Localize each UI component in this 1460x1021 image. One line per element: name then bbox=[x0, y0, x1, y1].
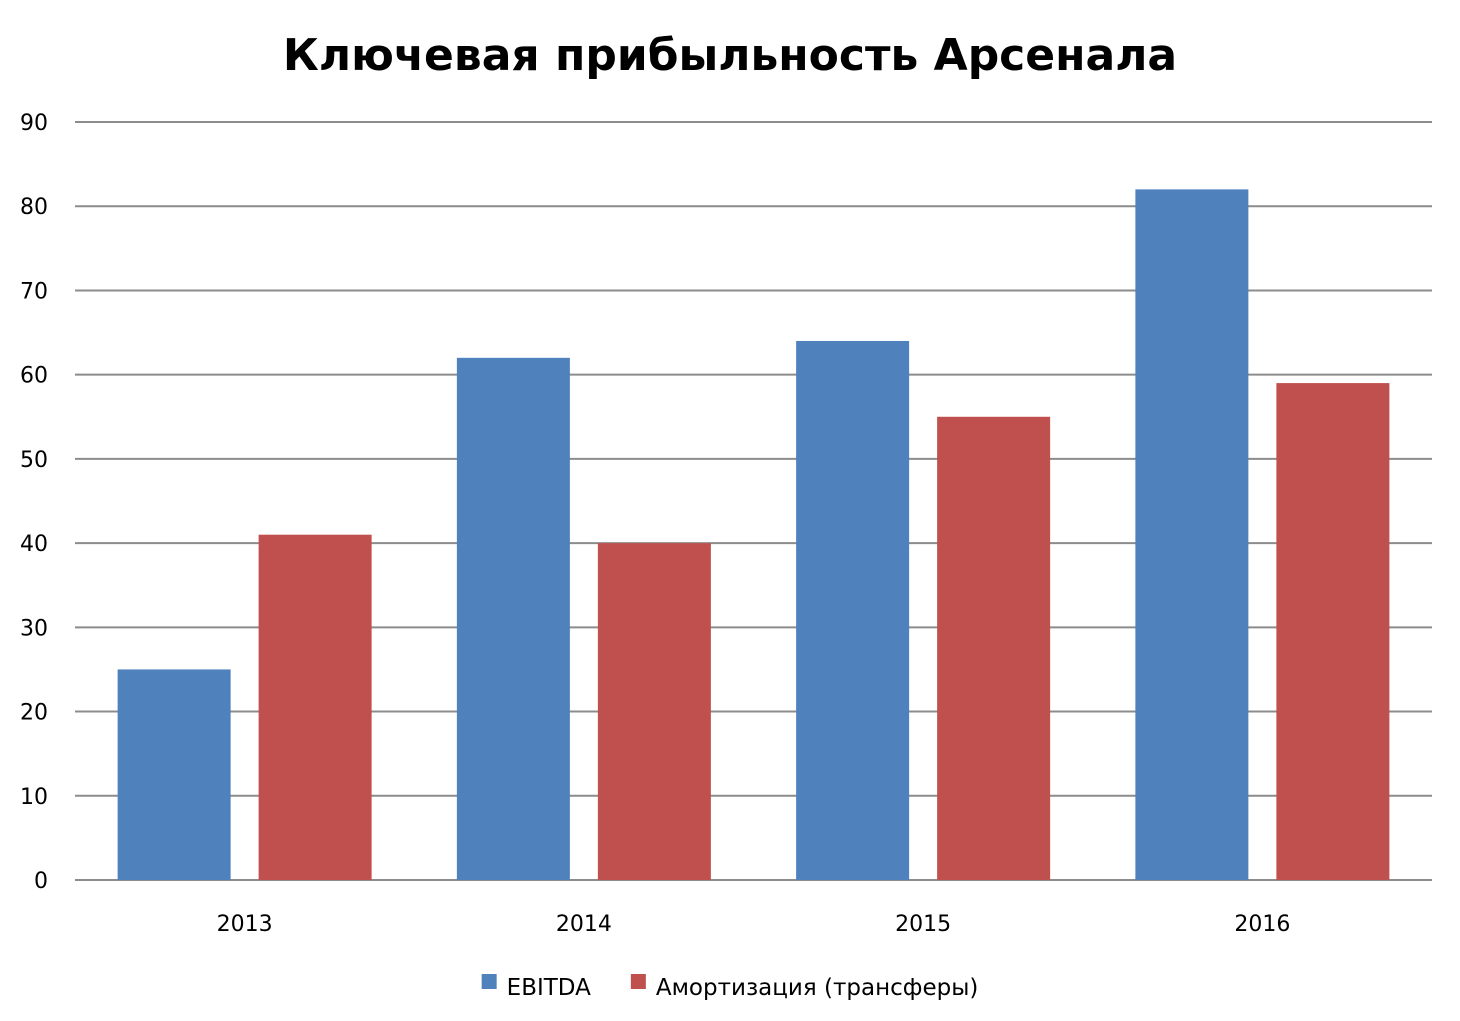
x-tick-label: 2013 bbox=[217, 912, 273, 937]
y-tick-label: 20 bbox=[20, 701, 48, 726]
bar-amortization-2016 bbox=[1276, 383, 1390, 880]
legend-item: Амортизация (трансферы) bbox=[630, 974, 978, 1001]
legend-item: EBITDA bbox=[481, 974, 591, 1001]
bar-ebitda-2015 bbox=[796, 340, 910, 880]
y-tick-label: 40 bbox=[20, 532, 48, 557]
chart-title: Ключевая прибыльность Арсенала bbox=[283, 30, 1177, 81]
legend-swatch bbox=[630, 974, 646, 989]
x-tick-label: 2014 bbox=[556, 912, 612, 937]
bar-amortization-2015 bbox=[937, 416, 1051, 880]
y-tick-label: 70 bbox=[20, 279, 48, 304]
y-tick-label: 50 bbox=[20, 448, 48, 473]
x-axis-tick-labels: 2013 2014 2015 2016 bbox=[217, 912, 1291, 937]
y-axis-tick-labels: 0 10 20 30 40 50 60 70 80 90 bbox=[20, 111, 48, 894]
legend-label: Амортизация (трансферы) bbox=[656, 975, 978, 1001]
legend: EBITDA Амортизация (трансферы) bbox=[481, 974, 978, 1001]
y-tick-label: 80 bbox=[20, 195, 48, 220]
bar-amortization-2013 bbox=[258, 534, 372, 880]
y-tick-label: 90 bbox=[20, 111, 48, 136]
y-tick-label: 10 bbox=[20, 785, 48, 810]
y-tick-label: 0 bbox=[34, 869, 48, 894]
y-tick-label: 60 bbox=[20, 364, 48, 389]
bar-ebitda-2014 bbox=[456, 357, 570, 880]
x-tick-label: 2016 bbox=[1234, 912, 1290, 937]
x-tick-label: 2015 bbox=[895, 912, 951, 937]
legend-swatch bbox=[481, 974, 497, 989]
bars bbox=[117, 189, 1390, 880]
bar-ebitda-2016 bbox=[1135, 189, 1249, 880]
legend-label: EBITDA bbox=[507, 975, 591, 1001]
bar-ebitda-2013 bbox=[117, 669, 231, 880]
bar-amortization-2014 bbox=[597, 543, 711, 880]
y-tick-label: 30 bbox=[20, 616, 48, 641]
